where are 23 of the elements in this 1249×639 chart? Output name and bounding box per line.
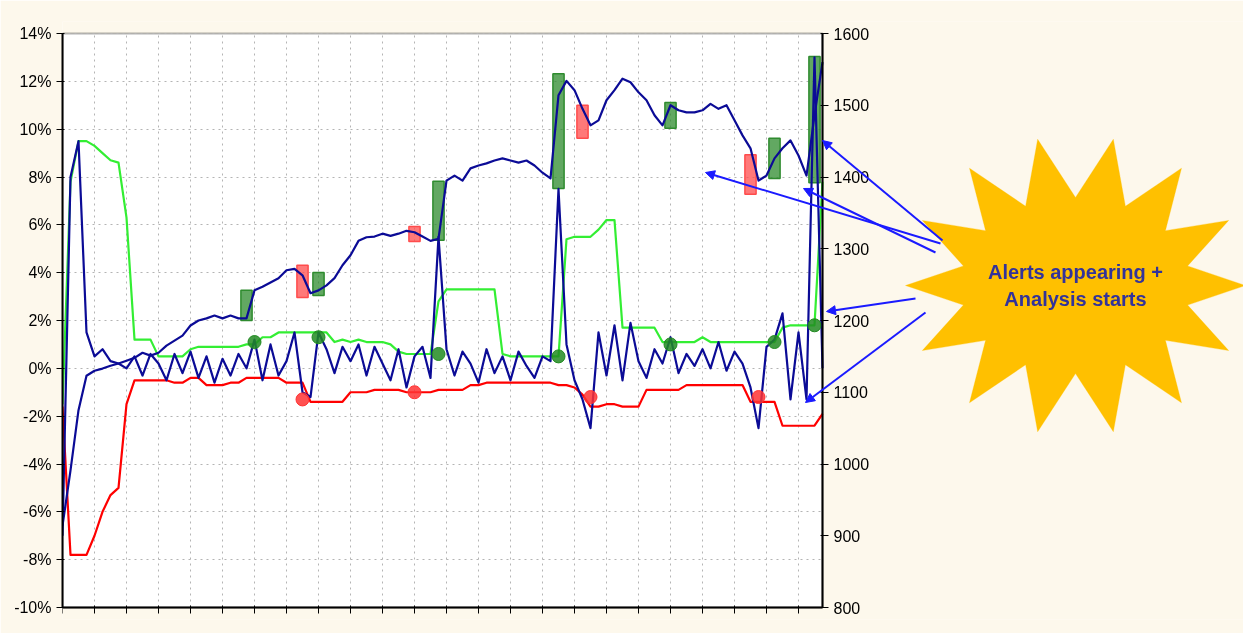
y2-tick-label: 1100	[833, 384, 869, 402]
y-tick-label: -6%	[23, 503, 52, 521]
y-tick-label: 12%	[19, 72, 52, 90]
y-tick-label: 8%	[28, 168, 52, 186]
y2-tick-label: 1500	[833, 97, 870, 115]
y2-tick-label: 1200	[833, 312, 870, 330]
y2-tick-label: 800	[833, 599, 861, 617]
y2-tick-label: 1300	[833, 240, 870, 258]
y-tick-label: -2%	[23, 407, 52, 425]
y2-tick-label: 1400	[833, 169, 870, 186]
y-tick-label: 0%	[28, 359, 52, 377]
y-tick-label: 6%	[28, 216, 52, 234]
y2-tick-label: 1600	[833, 25, 870, 43]
y2-tick-label: 900	[833, 527, 861, 545]
text: Alerts appearing + Analysis starts	[987, 261, 1164, 310]
y-tick-label: 2%	[28, 312, 52, 329]
y-tick-label: 10%	[19, 120, 52, 138]
y-tick-label: -4%	[23, 455, 52, 473]
y2-tick-label: 1000	[833, 456, 870, 473]
y-tick-label: 14%	[19, 25, 52, 42]
y-tick-label: 4%	[28, 264, 52, 282]
y-tick-label: -8%	[23, 551, 52, 569]
y-tick-label: -10%	[14, 599, 52, 616]
